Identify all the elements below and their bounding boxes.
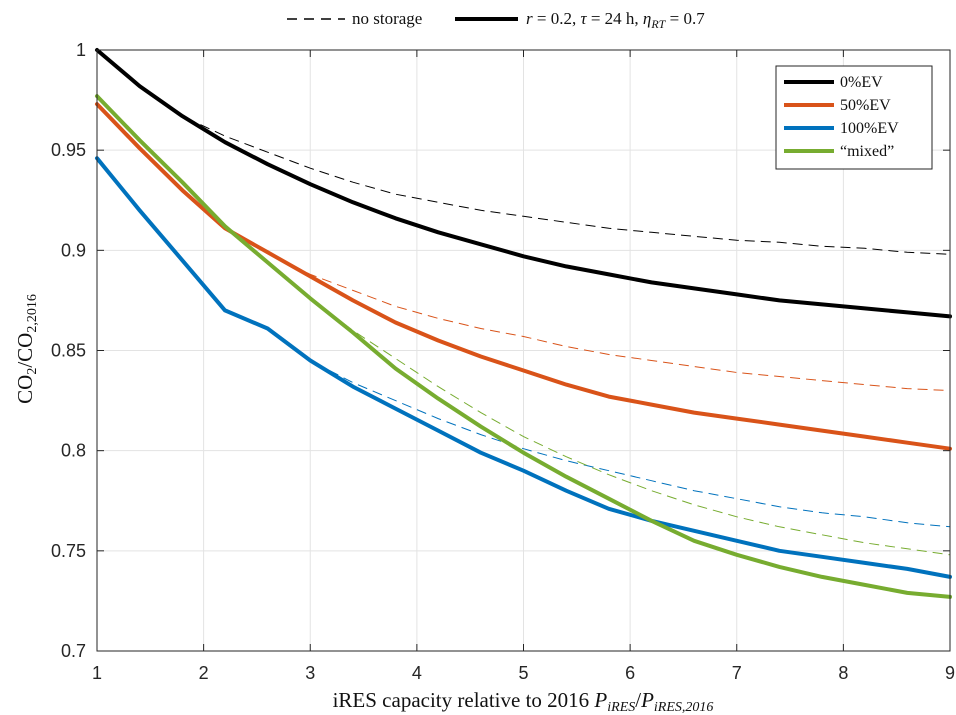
top-legend-no-storage: no storage xyxy=(352,9,422,28)
y-tick-label: 0.75 xyxy=(51,541,86,561)
x-axis-label-p1-sub: iRES xyxy=(607,700,635,715)
y-axis-label-co2a-sub: 2 xyxy=(25,368,40,375)
x-tick-label: 4 xyxy=(412,663,422,683)
top-legend-eta-value: = 0.7 xyxy=(665,9,705,28)
y-axis-label: CO2/CO2,2016 xyxy=(13,294,40,404)
x-tick-label: 3 xyxy=(305,663,315,683)
x-axis-label: iRES capacity relative to 2016 PiRES/PiR… xyxy=(333,688,714,715)
top-legend: no storage r = 0.2, τ = 24 h, ηRT = 0.7 xyxy=(287,9,705,31)
top-legend-tau: τ xyxy=(580,9,587,28)
y-tick-label: 0.95 xyxy=(51,140,86,160)
x-axis-label-p1: P xyxy=(593,688,607,712)
x-tick-label: 2 xyxy=(199,663,209,683)
y-tick-label: 0.85 xyxy=(51,341,86,361)
x-axis-label-text: iRES capacity relative to 2016 xyxy=(333,688,595,712)
legend: 0%EV 50%EV 100%EV “mixed” xyxy=(775,65,933,170)
series-mixed-storage-line xyxy=(95,94,952,599)
x-tick-label: 6 xyxy=(625,663,635,683)
y-axis-label-co2b: CO xyxy=(13,333,37,362)
y-tick-label: 1 xyxy=(76,40,86,60)
series-0-ev-storage-line xyxy=(95,48,952,319)
top-legend-storage-params: r = 0.2, τ = 24 h, ηRT = 0.7 xyxy=(526,9,705,31)
x-axis-label-slash: / xyxy=(635,688,641,712)
legend-entry-50-ev: 50%EV xyxy=(840,97,891,114)
top-legend-eta: η xyxy=(643,9,651,28)
x-tick-label: 1 xyxy=(92,663,102,683)
x-tick-label: 5 xyxy=(518,663,528,683)
series-100-ev-storage-line xyxy=(95,156,952,579)
y-tick-label: 0.9 xyxy=(61,240,86,260)
ticks: 1 2 3 4 5 6 7 8 9 0.7 0.75 0.8 0.85 0.9 0.95 1 xyxy=(51,40,955,683)
y-tick-label: 0.7 xyxy=(61,641,86,661)
x-tick-label: 8 xyxy=(838,663,848,683)
top-legend-tau-value: = 24 h, xyxy=(587,9,643,28)
y-axis-label-co2a: CO xyxy=(13,375,37,404)
top-legend-r-value: = 0.2, xyxy=(533,9,581,28)
y-tick-label: 0.8 xyxy=(61,441,86,461)
x-axis-label-p2: P xyxy=(640,688,654,712)
series-0-ev-no-storage-line xyxy=(96,49,951,255)
legend-entry-mixed: “mixed” xyxy=(840,143,894,160)
x-axis-label-p2-sub: iRES,2016 xyxy=(654,700,714,715)
legend-entry-0-ev: 0%EV xyxy=(840,74,883,91)
top-legend-r: r xyxy=(526,9,533,28)
y-axis-label-slash: / xyxy=(13,362,37,368)
top-legend-eta-sub: RT xyxy=(650,17,666,31)
series-layer xyxy=(95,48,952,599)
x-tick-label: 7 xyxy=(732,663,742,683)
y-axis-label-co2b-sub: 2,2016 xyxy=(25,294,40,333)
x-tick-label: 9 xyxy=(945,663,955,683)
legend-entry-100-ev: 100%EV xyxy=(840,120,899,137)
